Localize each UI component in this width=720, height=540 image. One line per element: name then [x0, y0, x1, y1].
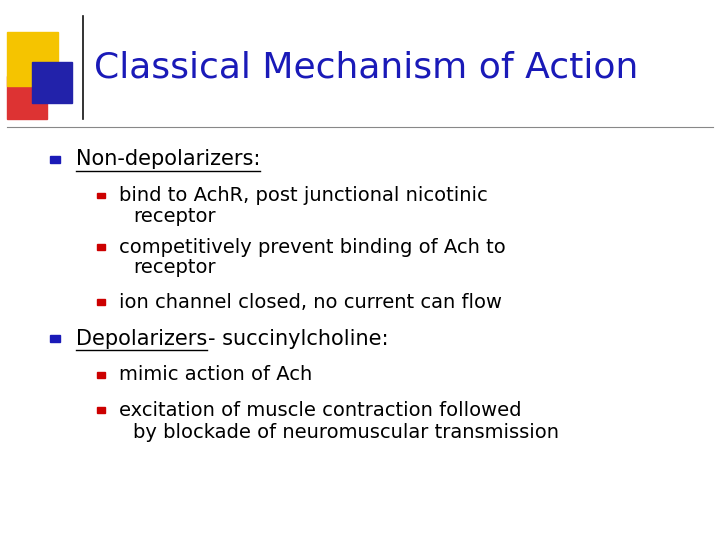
Text: ion channel closed, no current can flow: ion channel closed, no current can flow — [119, 293, 502, 312]
Text: Depolarizers: Depolarizers — [76, 328, 207, 349]
Text: bind to AchR, post junctional nicotinic: bind to AchR, post junctional nicotinic — [119, 186, 487, 205]
Text: excitation of muscle contraction followed: excitation of muscle contraction followe… — [119, 401, 521, 420]
Bar — [32, 62, 72, 103]
Text: - succinylcholine:: - succinylcholine: — [208, 328, 389, 349]
Text: Non-depolarizers:: Non-depolarizers: — [76, 149, 260, 170]
Bar — [7, 76, 47, 119]
Text: receptor: receptor — [133, 206, 216, 226]
Text: receptor: receptor — [133, 258, 216, 278]
Bar — [97, 372, 105, 378]
Text: mimic action of Ach: mimic action of Ach — [119, 365, 312, 384]
Bar — [50, 335, 60, 342]
Bar — [50, 156, 60, 163]
Bar — [97, 407, 105, 414]
Text: Classical Mechanism of Action: Classical Mechanism of Action — [94, 51, 638, 84]
Text: competitively prevent binding of Ach to: competitively prevent binding of Ach to — [119, 238, 505, 257]
Bar — [97, 192, 105, 198]
Text: by blockade of neuromuscular transmission: by blockade of neuromuscular transmissio… — [133, 422, 559, 442]
Bar — [7, 32, 58, 86]
Bar — [97, 299, 105, 306]
Bar — [97, 244, 105, 250]
